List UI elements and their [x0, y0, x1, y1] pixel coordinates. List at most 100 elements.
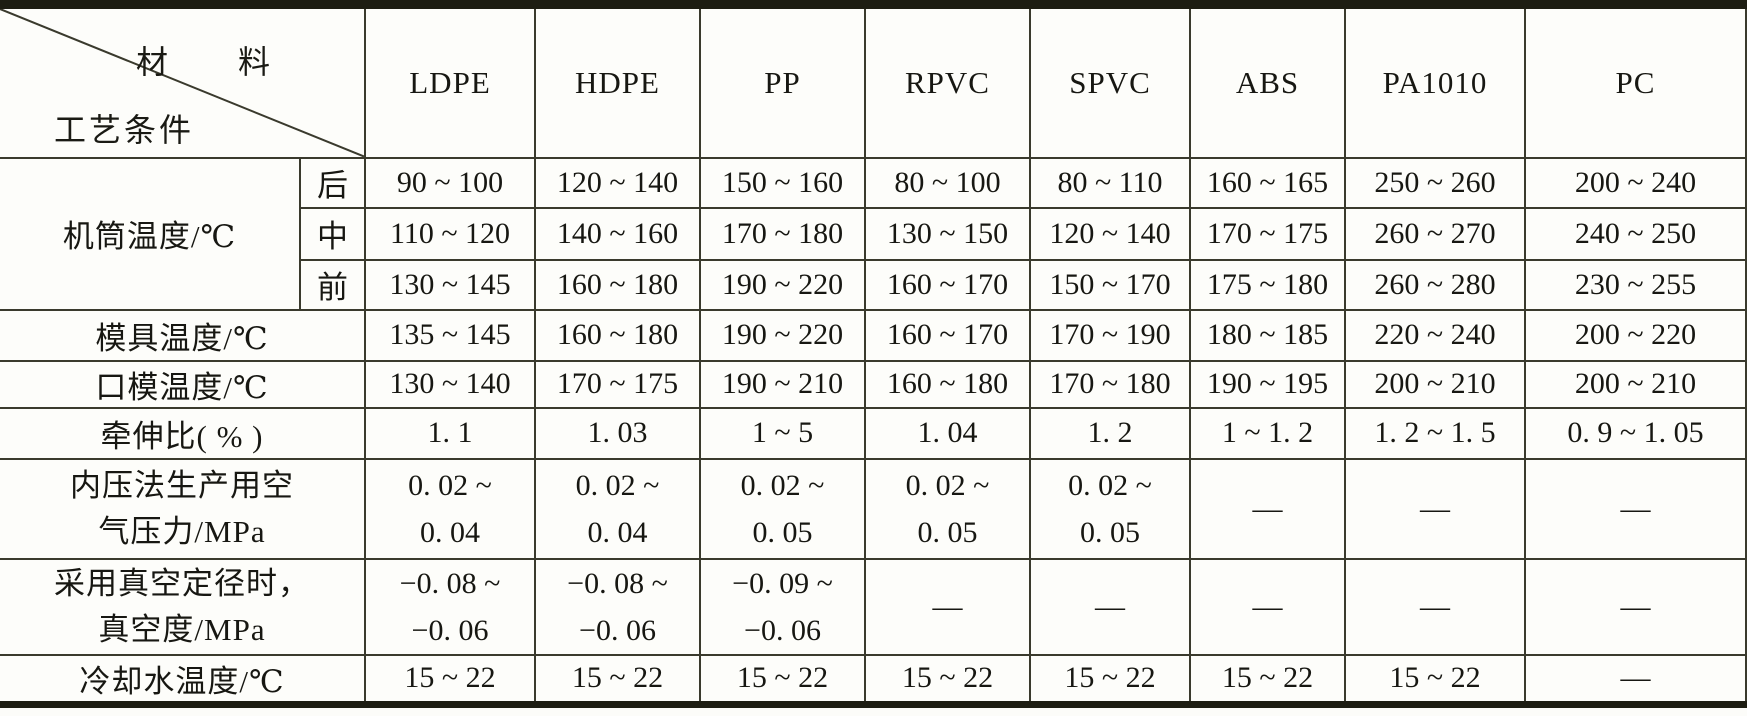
table-row: 冷却水温度/℃ 15 ~ 22 15 ~ 22 15 ~ 22 15 ~ 22 15 ~ …	[0, 653, 1747, 705]
value-cell: 180 ~ 185	[1189, 308, 1346, 362]
row-label: 冷却水温度/℃	[0, 653, 366, 705]
row-sublabel: 前	[300, 258, 366, 311]
value-cell: 1. 2	[1029, 406, 1191, 460]
value-cell: 0. 02 ~0. 05	[864, 457, 1031, 560]
value-cell: —	[1524, 653, 1747, 705]
value-cell: 1. 2 ~ 1. 5	[1344, 406, 1526, 460]
header-row: 材 料 工艺条件 LDPE HDPE PP RPVC SPVC ABS PA1010 PC	[0, 3, 1747, 159]
value-cell: 130 ~ 150	[864, 206, 1031, 261]
diagonal-divider-line	[0, 9, 363, 156]
value-cell: 170 ~ 180	[699, 206, 866, 261]
table-row: 内压法生产用空 气压力/MPa 0. 02 ~0. 04 0. 02 ~0. 04 0.…	[0, 457, 1747, 560]
value-cell: 170 ~ 175	[1189, 206, 1346, 261]
value-cell: 200 ~ 220	[1524, 308, 1747, 362]
table-row: 模具温度/℃ 135 ~ 145 160 ~ 180 190 ~ 220 160 ~ 1…	[0, 308, 1747, 362]
value-cell: 130 ~ 145	[364, 258, 536, 311]
value-cell: 15 ~ 22	[1029, 653, 1191, 705]
value-cell: 160 ~ 180	[864, 359, 1031, 409]
value-cell: 160 ~ 170	[864, 258, 1031, 311]
table-row: 采用真空定径时， 真空度/MPa −0. 08 ~ −0. 06 −0. 08 ~ −0.…	[0, 557, 1747, 656]
value-cell: 220 ~ 240	[1344, 308, 1526, 362]
value-cell: 0. 02 ~0. 04	[364, 457, 536, 560]
value-cell: 15 ~ 22	[534, 653, 701, 705]
value-cell: 15 ~ 22	[364, 653, 536, 705]
value-cell: 0. 9 ~ 1. 05	[1524, 406, 1747, 460]
value-cell: 135 ~ 145	[364, 308, 536, 362]
value-cell: 1. 03	[534, 406, 701, 460]
value-cell: 175 ~ 180	[1189, 258, 1346, 311]
value-cell: 15 ~ 22	[699, 653, 866, 705]
material-header-pa1010: PA1010	[1344, 3, 1526, 159]
value-cell: 190 ~ 220	[699, 308, 866, 362]
value-cell: 110 ~ 120	[364, 206, 536, 261]
value-cell: —	[1189, 557, 1346, 656]
table-row: 前 130 ~ 145 160 ~ 180 190 ~ 220 160 ~ 170 150…	[0, 258, 1747, 311]
value-cell: 0. 02 ~0. 05	[699, 457, 866, 560]
material-header-rpvc: RPVC	[864, 3, 1031, 159]
row-label: 口模温度/℃	[0, 359, 366, 409]
value-cell: 1. 1	[364, 406, 536, 460]
table-row: 口模温度/℃ 130 ~ 140 170 ~ 175 190 ~ 210 160 ~ 1…	[0, 359, 1747, 409]
value-cell: 160 ~ 180	[534, 308, 701, 362]
value-cell: 15 ~ 22	[1189, 653, 1346, 705]
value-cell: 260 ~ 280	[1344, 258, 1526, 311]
value-cell: 190 ~ 195	[1189, 359, 1346, 409]
value-cell: 0. 02 ~0. 04	[534, 457, 701, 560]
material-header-pc: PC	[1524, 3, 1747, 159]
value-cell: —	[1344, 557, 1526, 656]
value-cell: 120 ~ 140	[534, 156, 701, 209]
material-header-spvc: SPVC	[1029, 3, 1191, 159]
row-label: 内压法生产用空 气压力/MPa	[0, 457, 366, 560]
value-cell: −0. 08 ~ −0. 06	[534, 557, 701, 656]
value-cell: 160 ~ 170	[864, 308, 1031, 362]
value-cell: —	[1524, 457, 1747, 560]
corner-label-materials: 材 料	[136, 44, 273, 80]
value-cell: 1 ~ 1. 2	[1189, 406, 1346, 460]
material-header-abs: ABS	[1189, 3, 1346, 159]
value-cell: 0. 02 ~0. 05	[1029, 457, 1191, 560]
value-cell: 190 ~ 210	[699, 359, 866, 409]
diagonal-header-cell: 材 料 工艺条件	[0, 3, 366, 159]
value-cell: —	[1189, 457, 1346, 560]
value-cell: 130 ~ 140	[364, 359, 536, 409]
value-cell: 15 ~ 22	[1344, 653, 1526, 705]
row-label: 采用真空定径时， 真空度/MPa	[0, 557, 366, 656]
table-row: 中 110 ~ 120 140 ~ 160 170 ~ 180 130 ~ 150 120…	[0, 206, 1747, 261]
row-label: 机筒温度/℃	[0, 156, 301, 311]
value-cell: 150 ~ 160	[699, 156, 866, 209]
material-header-ldpe: LDPE	[364, 3, 536, 159]
value-cell: 200 ~ 210	[1344, 359, 1526, 409]
value-cell: 260 ~ 270	[1344, 206, 1526, 261]
value-cell: 80 ~ 110	[1029, 156, 1191, 209]
value-cell: −0. 09 ~ −0. 06	[699, 557, 866, 656]
value-cell: 170 ~ 180	[1029, 359, 1191, 409]
value-cell: 160 ~ 165	[1189, 156, 1346, 209]
row-label: 模具温度/℃	[0, 308, 366, 362]
row-sublabel: 中	[300, 206, 366, 261]
value-cell: 90 ~ 100	[364, 156, 536, 209]
value-cell: −0. 08 ~ −0. 06	[364, 557, 536, 656]
value-cell: 80 ~ 100	[864, 156, 1031, 209]
material-header-hdpe: HDPE	[534, 3, 701, 159]
value-cell: 120 ~ 140	[1029, 206, 1191, 261]
value-cell: —	[1029, 557, 1191, 656]
corner-label-process-conditions: 工艺条件	[54, 112, 195, 148]
value-cell: 240 ~ 250	[1524, 206, 1747, 261]
value-cell: 250 ~ 260	[1344, 156, 1526, 209]
material-header-pp: PP	[699, 3, 866, 159]
value-cell: 190 ~ 220	[699, 258, 866, 311]
value-cell: 150 ~ 170	[1029, 258, 1191, 311]
value-cell: 200 ~ 210	[1524, 359, 1747, 409]
value-cell: 170 ~ 190	[1029, 308, 1191, 362]
value-cell: 15 ~ 22	[864, 653, 1031, 705]
value-cell: —	[1524, 557, 1747, 656]
value-cell: 200 ~ 240	[1524, 156, 1747, 209]
value-cell: 160 ~ 180	[534, 258, 701, 311]
value-cell: 1. 04	[864, 406, 1031, 460]
value-cell: —	[864, 557, 1031, 656]
value-cell: 140 ~ 160	[534, 206, 701, 261]
row-sublabel: 后	[299, 156, 366, 209]
